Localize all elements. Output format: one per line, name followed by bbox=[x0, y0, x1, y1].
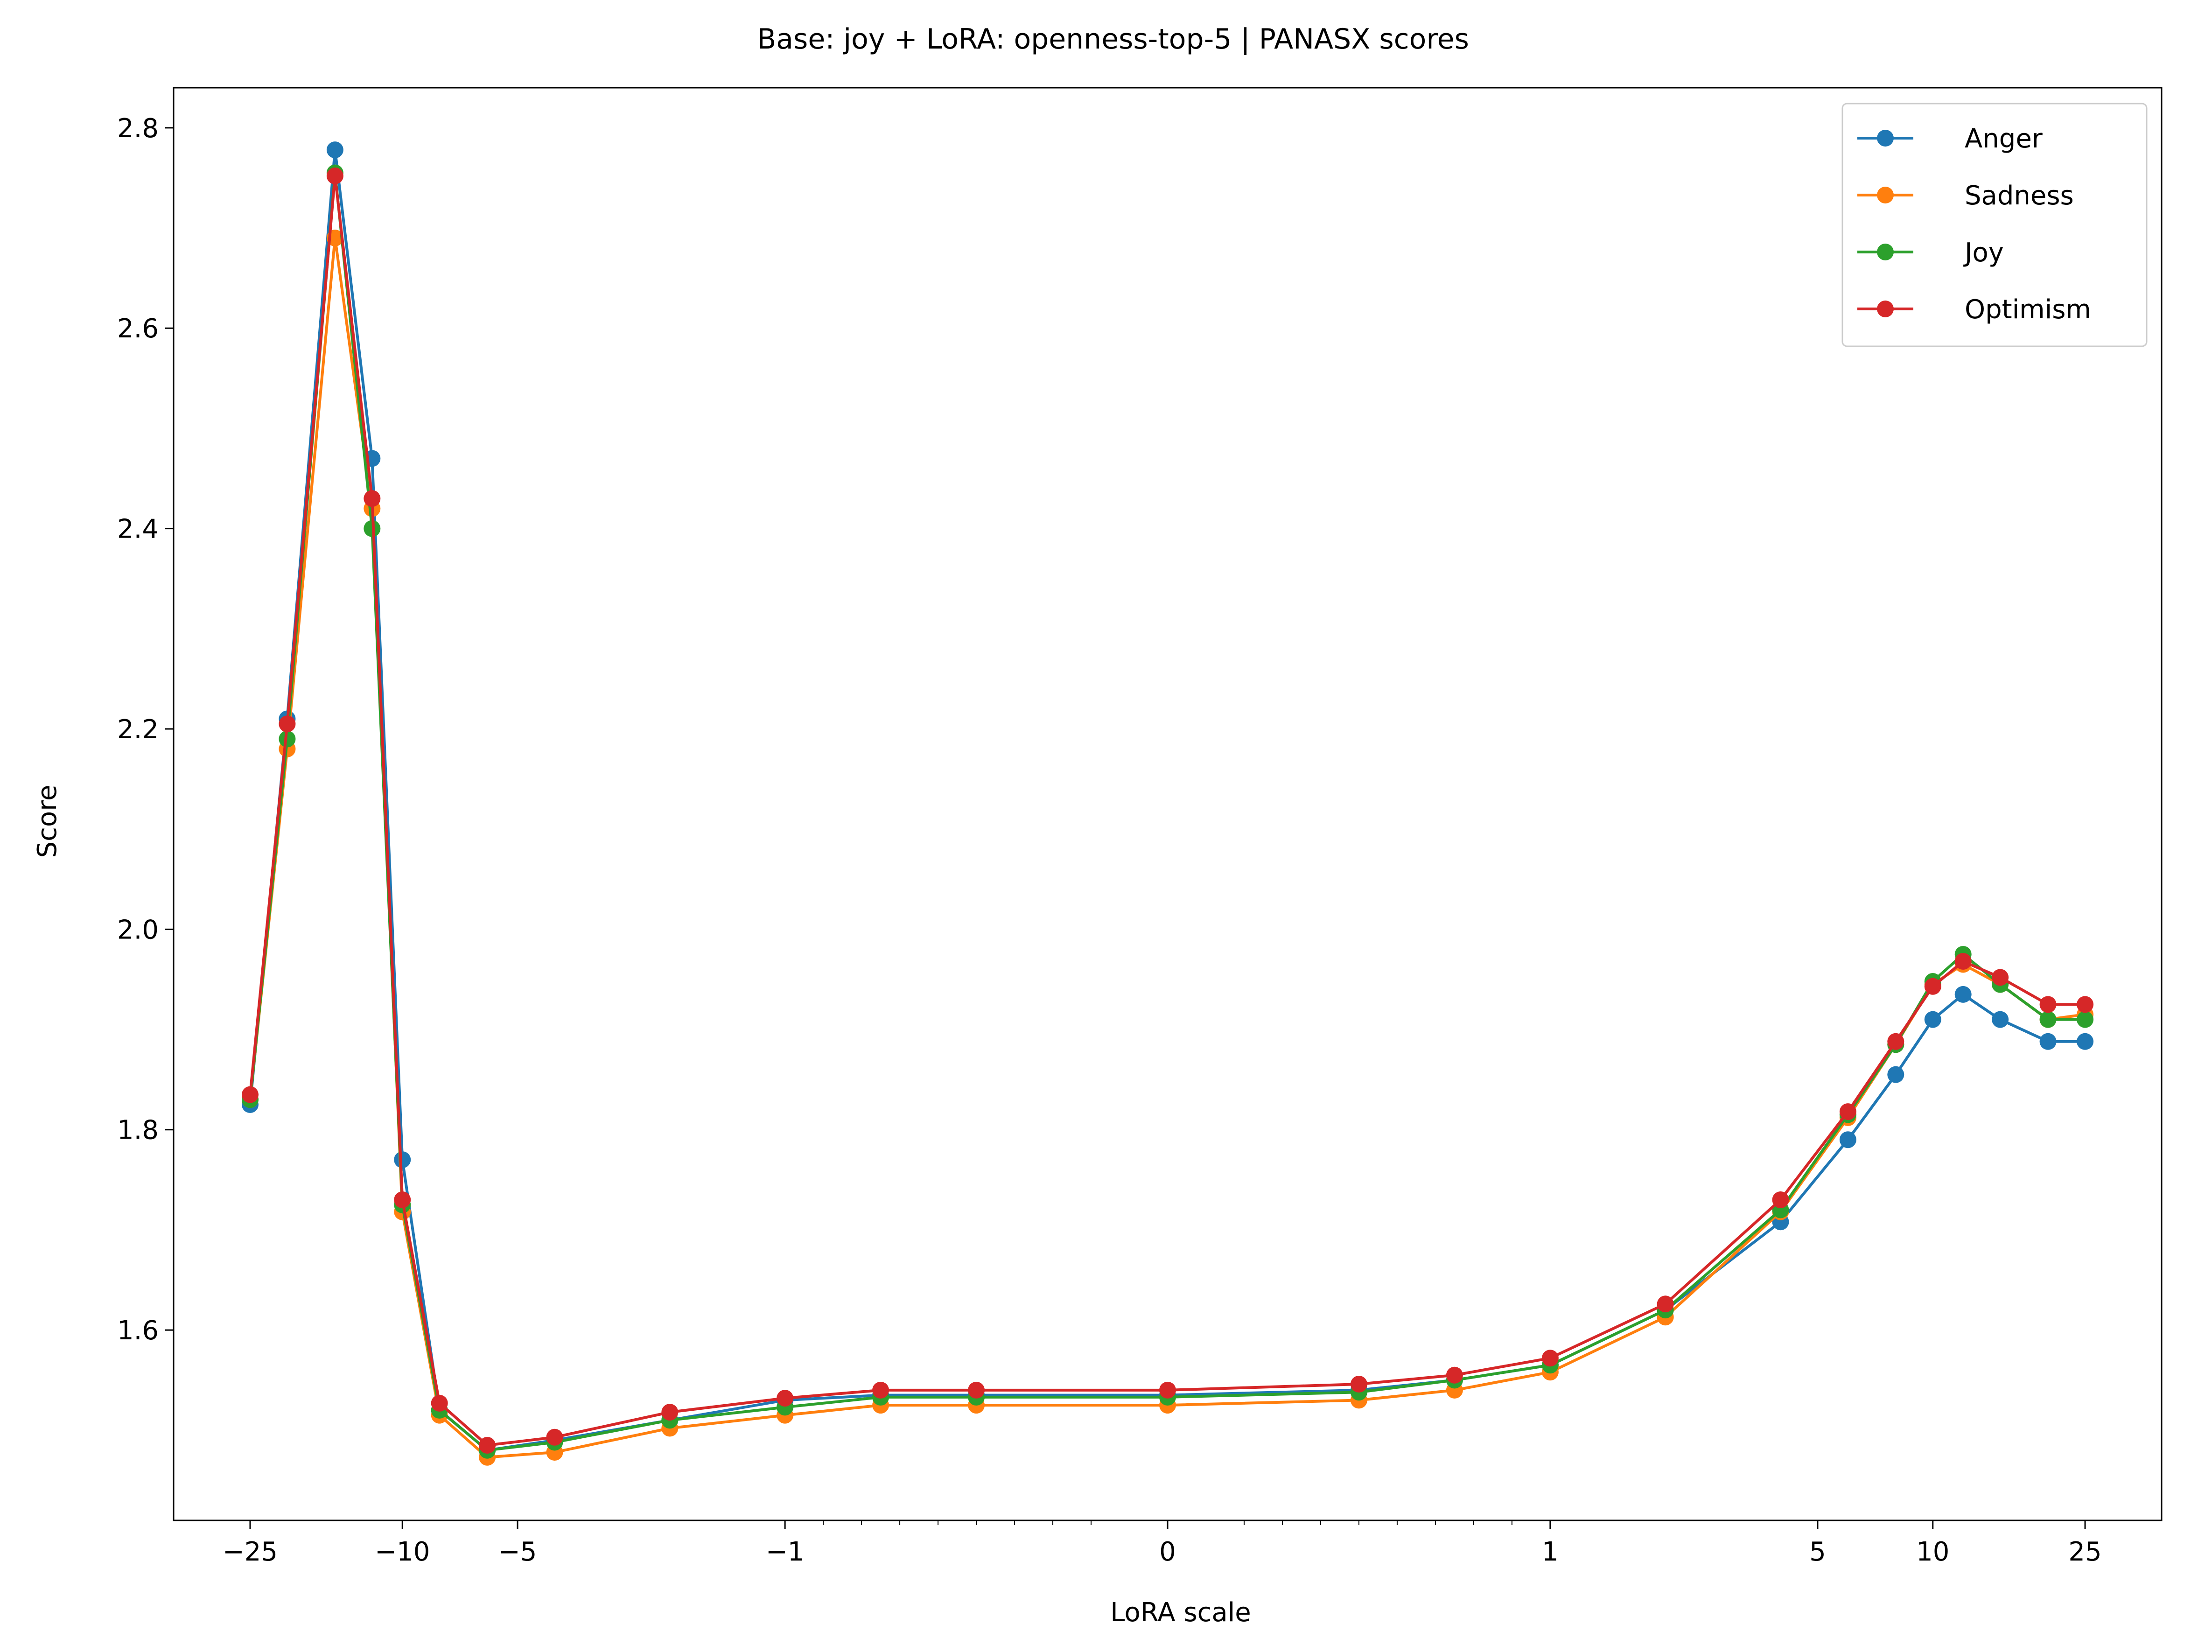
data-point-optimism bbox=[241, 1086, 259, 1103]
data-point-anger bbox=[1839, 1131, 1856, 1148]
data-point-optimism bbox=[777, 1390, 794, 1407]
data-point-anger bbox=[1992, 1011, 2009, 1028]
data-point-joy bbox=[2077, 1011, 2094, 1028]
x-tick-label: 1 bbox=[1542, 1537, 1559, 1567]
data-point-optimism bbox=[394, 1191, 411, 1209]
x-axis-label: LoRA scale bbox=[1110, 1597, 1251, 1628]
legend-item-optimism: Optimism bbox=[1857, 294, 2091, 325]
data-point-optimism bbox=[872, 1381, 889, 1399]
data-point-optimism bbox=[479, 1436, 496, 1454]
x-tick-label: 25 bbox=[2068, 1537, 2101, 1567]
data-point-anger bbox=[1924, 1011, 1941, 1028]
data-point-optimism bbox=[1446, 1366, 1463, 1384]
y-tick-label: 1.8 bbox=[117, 1115, 159, 1146]
x-tick-label: 10 bbox=[1916, 1537, 1949, 1567]
data-point-anger bbox=[1887, 1066, 1904, 1083]
legend-label: Optimism bbox=[1965, 294, 2091, 325]
data-point-anger bbox=[326, 141, 343, 159]
y-tick-label: 1.6 bbox=[117, 1316, 159, 1346]
data-point-optimism bbox=[546, 1428, 563, 1446]
data-point-optimism bbox=[1954, 953, 1972, 970]
plot-area bbox=[241, 141, 2094, 1466]
y-axis: 1.6 1.8 2.0 2.2 2.4 2.6 2.8 bbox=[117, 113, 174, 1346]
y-tick-label: 2.4 bbox=[117, 514, 159, 545]
data-point-optimism bbox=[431, 1394, 448, 1412]
legend-item-joy: Joy bbox=[1857, 238, 2004, 268]
data-point-optimism bbox=[661, 1404, 679, 1421]
data-point-optimism bbox=[326, 167, 343, 184]
legend-swatch-marker bbox=[1877, 244, 1894, 260]
legend-label: Joy bbox=[1963, 238, 2004, 268]
data-point-anger bbox=[2077, 1033, 2094, 1050]
legend-label: Sadness bbox=[1965, 181, 2074, 211]
legend: Anger Sadness Joy Optimism bbox=[1841, 103, 2148, 347]
legend-item-anger: Anger bbox=[1857, 124, 2043, 154]
x-tick-label: 5 bbox=[1809, 1537, 1826, 1567]
x-tick-label: −5 bbox=[498, 1537, 537, 1567]
data-point-optimism bbox=[279, 715, 296, 733]
legend-swatch-marker bbox=[1877, 130, 1894, 147]
data-point-optimism bbox=[1772, 1191, 1789, 1209]
data-point-optimism bbox=[968, 1381, 985, 1399]
chart-title: Base: joy + LoRA: openness-top-5 | PANAS… bbox=[757, 23, 1469, 56]
data-point-optimism bbox=[1924, 978, 1941, 995]
data-point-optimism bbox=[1887, 1033, 1904, 1050]
x-tick-label: −25 bbox=[223, 1537, 278, 1567]
y-tick-label: 2.0 bbox=[117, 915, 159, 945]
data-point-optimism bbox=[1159, 1381, 1176, 1399]
x-tick-label: −10 bbox=[375, 1537, 430, 1567]
data-point-optimism bbox=[1350, 1376, 1367, 1393]
data-point-optimism bbox=[1541, 1350, 1559, 1367]
data-point-anger bbox=[2039, 1033, 2057, 1050]
data-point-anger bbox=[1954, 986, 1972, 1003]
data-point-optimism bbox=[364, 490, 381, 507]
x-axis: −25 −10 −5 −1 0 1 5 10 25 bbox=[223, 1520, 2102, 1567]
series-optimism bbox=[241, 167, 2094, 1454]
legend-swatch-marker bbox=[1877, 301, 1894, 317]
y-tick-label: 2.2 bbox=[117, 714, 159, 745]
x-tick-label: 0 bbox=[1159, 1537, 1176, 1567]
legend-label: Anger bbox=[1965, 124, 2043, 154]
data-point-joy bbox=[279, 730, 296, 748]
y-tick-label: 2.8 bbox=[117, 113, 159, 144]
legend-item-sadness: Sadness bbox=[1857, 181, 2074, 211]
y-tick-label: 2.6 bbox=[117, 314, 159, 344]
data-point-optimism bbox=[1992, 969, 2009, 986]
data-point-optimism bbox=[1657, 1295, 1674, 1313]
data-point-optimism bbox=[1839, 1103, 1856, 1120]
x-tick-label: −1 bbox=[766, 1537, 805, 1567]
data-point-optimism bbox=[2039, 996, 2057, 1013]
data-point-anger bbox=[394, 1151, 411, 1169]
legend-swatch-marker bbox=[1877, 187, 1894, 203]
legend-box bbox=[1841, 103, 2148, 347]
y-axis-label: Score bbox=[32, 785, 63, 858]
data-point-joy bbox=[2039, 1011, 2057, 1028]
data-point-optimism bbox=[2077, 996, 2094, 1013]
